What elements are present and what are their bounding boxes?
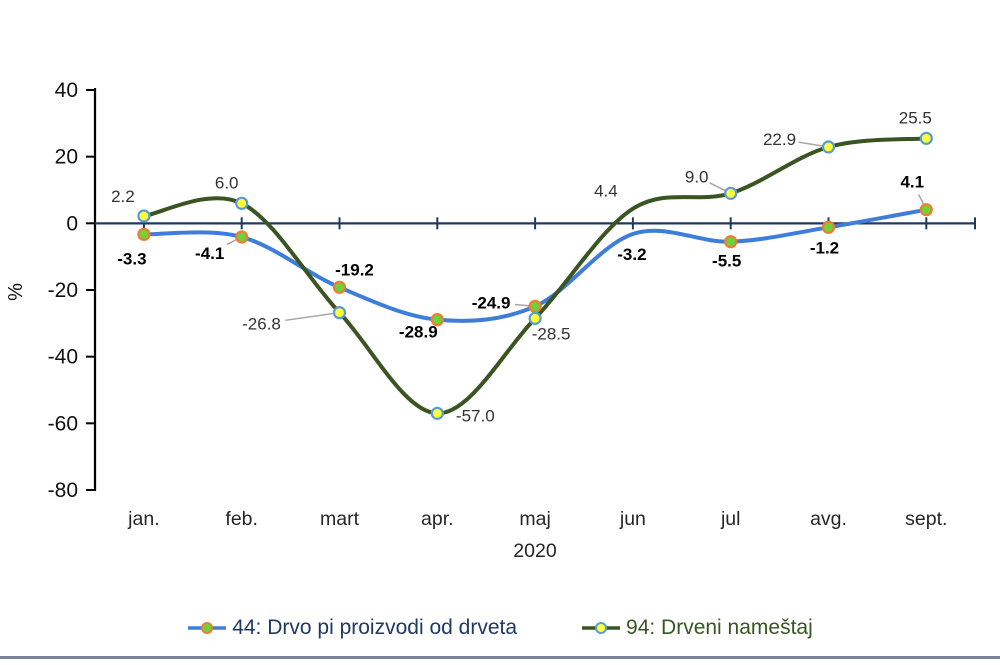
- series-line-94: [141, 136, 929, 416]
- y-tick-label: -20: [48, 279, 78, 302]
- marker-44-avg.: [821, 220, 836, 234]
- bottom-rule: [0, 656, 1000, 659]
- y-tick-label: 40: [55, 79, 78, 102]
- data-label-94-sept.: 25.5: [899, 108, 932, 127]
- x-tick-label: feb.: [225, 508, 258, 530]
- marker-94-sept.: [919, 131, 933, 145]
- x-tick-label: mart: [320, 508, 360, 530]
- legend-dot-44: [201, 622, 214, 634]
- data-label-94-avg.: 22.9: [763, 130, 796, 149]
- data-label-44-jan.: -3.3: [117, 249, 146, 268]
- marker-44-apr.: [430, 313, 444, 327]
- marker-94-maj: [528, 311, 542, 325]
- marker-44-feb.: [235, 230, 249, 244]
- legend-dot-94: [595, 622, 608, 634]
- data-label-44-sept.: 4.1: [900, 173, 924, 192]
- marker-44-jul: [724, 235, 738, 249]
- y-tick-label: 0: [66, 212, 78, 235]
- data-label-94-jun: 4.4: [594, 182, 618, 201]
- data-label-94-feb.: 6.0: [215, 173, 239, 192]
- y-tick-label: 20: [55, 146, 78, 169]
- marker-94-jul: [724, 186, 738, 200]
- data-label-44-feb.: -4.1: [195, 244, 224, 263]
- x-tick-label: avg.: [810, 508, 847, 530]
- x-tick-label: jan.: [127, 508, 159, 530]
- marker-94-mart: [332, 306, 347, 320]
- data-label-94-maj: -28.5: [532, 324, 571, 343]
- y-axis-title: %: [5, 283, 27, 301]
- data-label-94-mart: -26.8: [242, 315, 281, 334]
- data-label-94-apr.: -57.0: [456, 406, 495, 425]
- legend-marker-94: [582, 622, 621, 634]
- x-axis-year-label: 2020: [513, 540, 557, 562]
- marker-94-apr.: [430, 406, 444, 420]
- legend-label-44: 44: Drvo pi proizvodi od drveta: [232, 616, 518, 639]
- x-tick-label: jul: [720, 508, 741, 530]
- x-tick-label: sept.: [905, 508, 947, 530]
- legend-label-94: 94: Drveni nameštaj: [626, 616, 813, 639]
- marker-44-jan.: [137, 227, 151, 241]
- y-tick-label: -60: [48, 412, 78, 435]
- marker-44-sept.: [919, 203, 933, 217]
- data-label-94-jan.: 2.2: [111, 187, 135, 206]
- marker-44-maj: [528, 299, 542, 313]
- data-label-44-maj: -24.9: [472, 293, 511, 312]
- y-tick-label: -80: [48, 479, 78, 502]
- legend-marker-44: [188, 622, 227, 634]
- chart-svg: 40 20 0 -20 -40 -60 -80% jan. feb. mart apr. maj jun…: [5, 79, 976, 562]
- marker-94-avg.: [821, 140, 836, 154]
- marker-94-feb.: [235, 196, 249, 210]
- x-tick-label: apr.: [421, 508, 454, 530]
- data-label-44-mart: -19.2: [335, 260, 374, 279]
- data-label-44-jun: -3.2: [617, 245, 646, 264]
- legend: 44: Drvo pi proizvodi od drveta 94: Drve…: [0, 616, 1000, 640]
- x-tick-label: maj: [519, 508, 550, 530]
- marker-44-mart: [332, 280, 347, 294]
- marker-94-jan.: [137, 209, 151, 223]
- x-tick-label: jun: [619, 508, 646, 530]
- label-leader-94: [285, 311, 340, 322]
- data-label-44-avg.: -1.2: [810, 238, 839, 257]
- data-label-94-jul: 9.0: [685, 167, 709, 186]
- y-tick-label: -40: [48, 346, 78, 369]
- data-label-44-jul: -5.5: [712, 252, 741, 271]
- legend-item-94: 94: Drveni nameštaj: [581, 616, 813, 640]
- legend-item-44: 44: Drvo pi proizvodi od drveta: [187, 616, 517, 640]
- data-label-44-apr.: -28.9: [399, 323, 438, 342]
